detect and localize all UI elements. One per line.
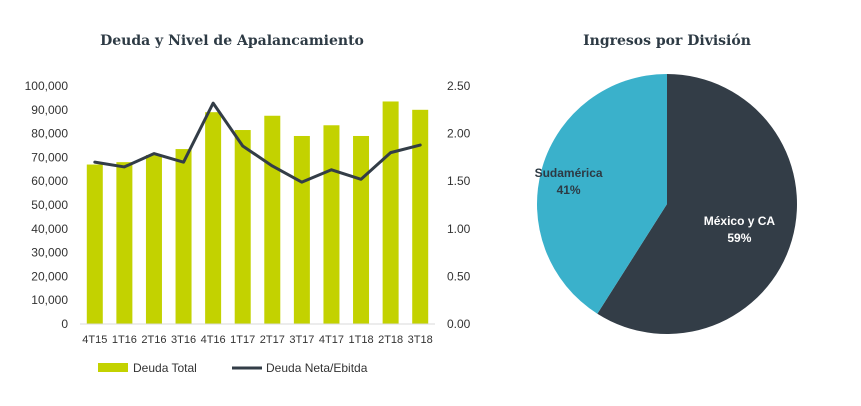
y-left-tick-label: 40,000: [31, 222, 68, 236]
pie-slice-label: México y CA: [704, 214, 776, 228]
pie-chart: México y CA 59% Sudamérica 41%: [535, 74, 797, 334]
x-tick-label: 4T16: [201, 334, 226, 346]
x-tick-label: 1T16: [112, 334, 137, 346]
bar: [353, 135, 370, 324]
y-right-tick-label: 1.00: [447, 222, 471, 236]
bar-chart-title: Deuda y Nivel de Apalancamiento: [100, 33, 364, 49]
legend-label-deuda-total: Deuda Total: [133, 361, 197, 375]
bar: [412, 109, 429, 324]
pie-slice: [537, 74, 667, 314]
bar: [264, 115, 281, 324]
x-tick-label: 2T18: [378, 334, 403, 346]
y-left-tick-label: 50,000: [31, 198, 68, 212]
y-left-tick-label: 70,000: [31, 150, 68, 164]
bar: [323, 125, 340, 325]
bar: [293, 135, 310, 324]
x-tick-label: 4T15: [82, 334, 107, 346]
y-left-tick-label: 0: [61, 317, 68, 331]
x-tick-label: 1T18: [349, 334, 374, 346]
bar: [86, 164, 103, 324]
pie-slice-label: Sudamérica: [535, 166, 603, 180]
y-right-tick-label: 1.50: [447, 174, 471, 188]
y-right-tick-label: 0.50: [447, 269, 471, 283]
y-right-tick-label: 0.00: [447, 317, 471, 331]
y-right-tick-label: 2.50: [447, 79, 471, 93]
pie-chart-title: Ingresos por División: [583, 33, 751, 49]
bar: [234, 130, 251, 324]
x-tick-label: 4T17: [319, 334, 344, 346]
x-tick-label: 3T17: [289, 334, 314, 346]
x-tick-label: 1T17: [230, 334, 255, 346]
bar: [382, 101, 399, 324]
bar-chart: 0 10,000 20,000 30,000 40,000 50,000 60,000 70,…: [25, 79, 471, 375]
pie-slice: [597, 74, 797, 334]
x-tick-label: 2T16: [141, 334, 166, 346]
y-left-tick-label: 10,000: [31, 293, 68, 307]
x-tick-label: 3T16: [171, 334, 196, 346]
x-tick-label: 2T17: [260, 334, 285, 346]
y-left-tick-label: 90,000: [31, 103, 68, 117]
y-left-tick-label: 80,000: [31, 127, 68, 141]
y-left-tick-label: 100,000: [25, 79, 69, 93]
bar: [116, 162, 133, 324]
pie-slice-value: 59%: [727, 231, 751, 245]
bar: [175, 149, 192, 324]
legend-swatch-bar: [98, 363, 128, 372]
x-tick-label: 3T18: [408, 334, 433, 346]
bar: [205, 112, 222, 325]
y-left-tick-label: 60,000: [31, 174, 68, 188]
y-left-tick-label: 20,000: [31, 269, 68, 283]
line-series-deuda-neta-ebitda: [93, 101, 422, 184]
bar: [145, 155, 162, 324]
pie-slice-value: 41%: [557, 183, 581, 197]
y-right-tick-label: 2.00: [447, 127, 471, 141]
y-left-tick-label: 30,000: [31, 246, 68, 260]
legend-label-deuda-neta-ebitda: Deuda Neta/Ebitda: [266, 361, 368, 375]
